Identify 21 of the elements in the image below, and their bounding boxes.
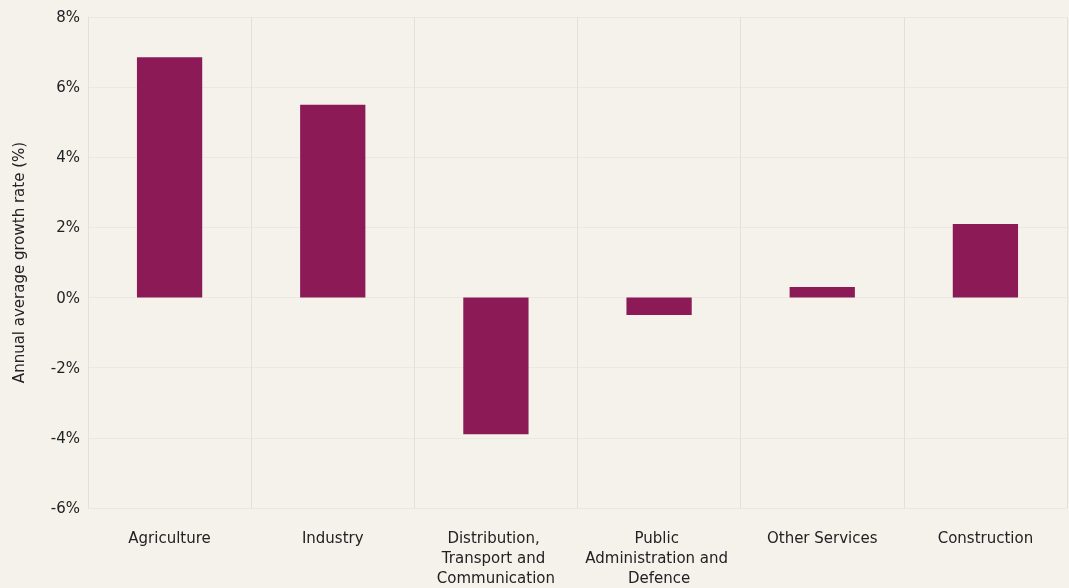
y-tick-label: 2% [56, 218, 80, 237]
y-axis-title: Annual average growth rate (%) [9, 141, 28, 384]
bar [626, 297, 692, 316]
x-tick-label: Agriculture [128, 529, 211, 547]
y-tick-label: 6% [56, 78, 80, 97]
bar [300, 104, 366, 298]
bar [463, 297, 529, 435]
y-tick-label: -2% [50, 358, 80, 377]
y-tick-label: 0% [56, 288, 80, 307]
y-tick-label: -6% [50, 499, 80, 517]
bar [952, 223, 1019, 298]
bar [136, 57, 203, 298]
x-tick-label: Public Administration and Defence [585, 529, 733, 587]
bar [789, 287, 855, 298]
y-tick-label: 8% [56, 8, 80, 26]
x-tick-label: Construction [937, 529, 1034, 547]
y-tick-label: 4% [56, 148, 80, 167]
x-tick-label: Other Services [766, 529, 878, 547]
x-tick-label: Industry [301, 529, 364, 547]
y-tick-label: -4% [50, 428, 80, 447]
x-tick-label: Distribution, Transport and Communication [436, 529, 556, 587]
